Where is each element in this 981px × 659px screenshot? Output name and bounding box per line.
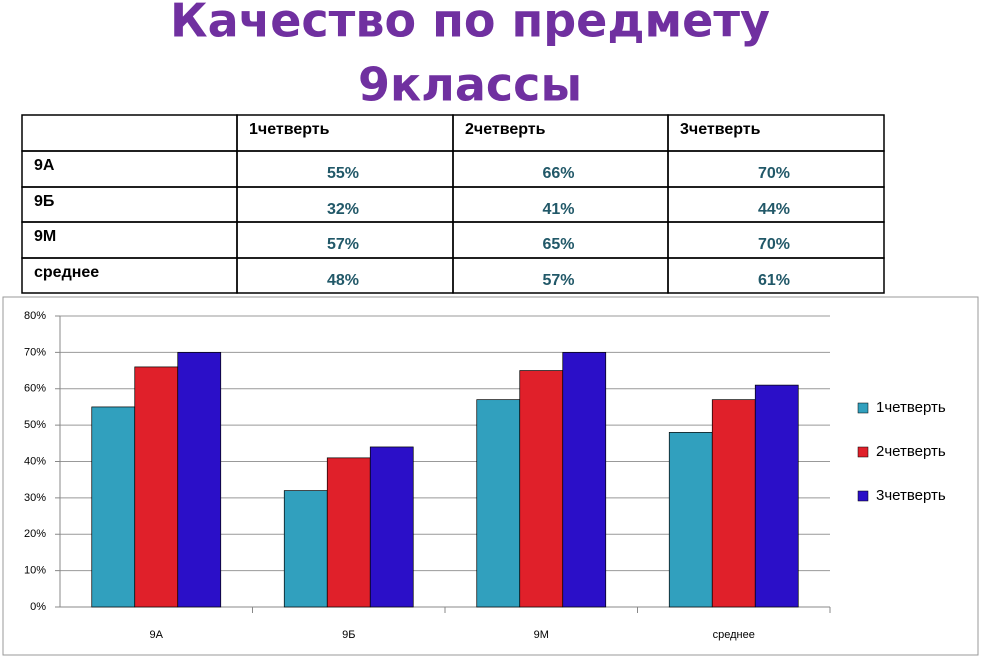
row-header: 9Б (34, 193, 54, 210)
bar (134, 366, 179, 608)
table-value: 70% (758, 236, 790, 253)
row-header: среднее (34, 264, 99, 281)
legend-label: 3четверть (876, 487, 946, 504)
x-tick-label: 9А (150, 629, 164, 641)
x-tick-label: среднее (713, 629, 755, 641)
y-tick-label: 80% (24, 310, 46, 322)
y-tick-label: 60% (24, 383, 46, 395)
column-header: 1четверть (249, 121, 330, 138)
y-tick-label: 70% (24, 346, 46, 358)
bar (177, 352, 222, 608)
row-header: 9А (34, 157, 55, 174)
bar (283, 490, 328, 608)
y-tick-label: 50% (24, 419, 46, 431)
bar (668, 432, 713, 608)
table-value: 41% (542, 201, 574, 218)
table-value: 61% (758, 272, 790, 289)
legend-label: 2четверть (876, 443, 946, 460)
y-tick-label: 20% (24, 528, 46, 540)
legend-swatch (857, 490, 869, 502)
table-value: 32% (327, 201, 359, 218)
legend-label: 1четверть (876, 399, 946, 416)
table-cell (667, 257, 885, 294)
y-tick-label: 10% (24, 565, 46, 577)
table-value: 57% (327, 236, 359, 253)
bar (476, 399, 521, 608)
table-cell (21, 114, 238, 152)
legend-swatch (857, 446, 869, 458)
title-line: 9классы (358, 58, 582, 112)
table-value: 70% (758, 165, 790, 182)
bar (711, 399, 756, 608)
bar (326, 457, 371, 608)
table-value: 57% (542, 272, 574, 289)
x-tick-label: 9М (534, 629, 549, 641)
bar (754, 384, 799, 608)
bar (369, 446, 414, 608)
table-value: 44% (758, 201, 790, 218)
column-header: 3четверть (680, 121, 761, 138)
title-line: Качество по предмету (170, 0, 770, 48)
bar (519, 370, 564, 608)
y-tick-label: 30% (24, 492, 46, 504)
bar (562, 352, 607, 608)
column-header: 2четверть (465, 121, 546, 138)
bar (91, 406, 136, 608)
table-value: 65% (542, 236, 574, 253)
table-value: 55% (327, 165, 359, 182)
y-tick-label: 0% (30, 601, 46, 613)
row-header: 9М (34, 228, 56, 245)
table-value: 66% (542, 165, 574, 182)
y-tick-label: 40% (24, 455, 46, 467)
legend-swatch (857, 402, 869, 414)
table-value: 48% (327, 272, 359, 289)
x-tick-label: 9Б (342, 629, 355, 641)
